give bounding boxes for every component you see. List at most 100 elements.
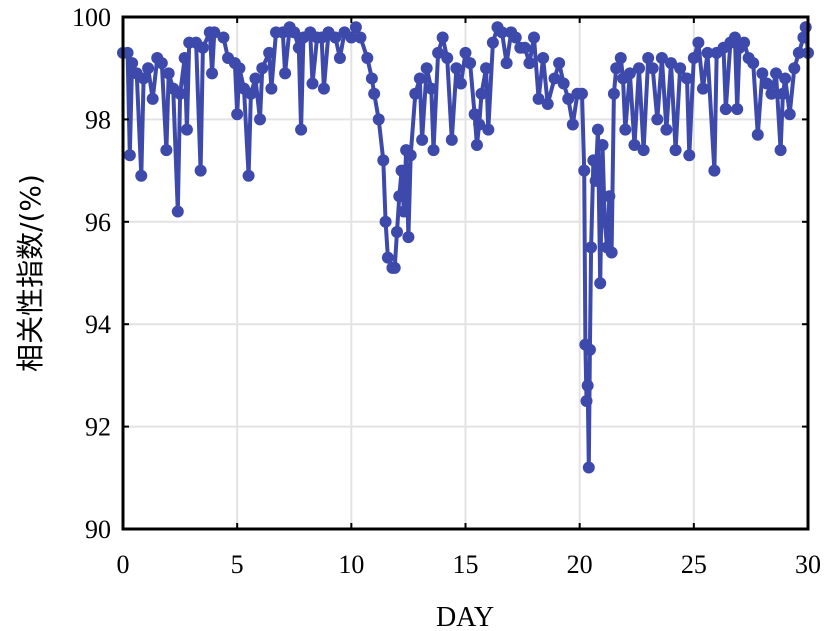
data-point bbox=[404, 149, 417, 162]
data-point bbox=[562, 92, 575, 105]
data-point bbox=[427, 144, 440, 157]
data-point bbox=[256, 62, 269, 75]
data-point bbox=[354, 31, 367, 44]
data-point bbox=[651, 113, 664, 126]
data-point bbox=[254, 113, 266, 126]
data-point bbox=[509, 31, 522, 44]
data-point bbox=[402, 231, 415, 244]
y-tick-label: 96 bbox=[85, 208, 111, 237]
data-point bbox=[628, 139, 641, 151]
data-point bbox=[633, 62, 646, 75]
data-point bbox=[537, 51, 550, 64]
data-point bbox=[361, 51, 374, 64]
x-tick-label: 5 bbox=[231, 550, 244, 579]
data-point bbox=[368, 87, 381, 100]
x-axis-label: DAY bbox=[436, 602, 494, 631]
data-point bbox=[450, 62, 463, 75]
data-point bbox=[783, 108, 796, 121]
data-point bbox=[500, 57, 513, 70]
data-point bbox=[473, 118, 486, 131]
data-point bbox=[614, 51, 627, 64]
data-point bbox=[788, 62, 801, 75]
x-tick-label: 0 bbox=[117, 550, 130, 579]
data-point bbox=[548, 72, 561, 85]
data-point bbox=[623, 67, 636, 80]
y-tick-label: 100 bbox=[72, 3, 111, 32]
data-point bbox=[774, 144, 787, 157]
data-point bbox=[598, 215, 611, 228]
data-point bbox=[557, 77, 570, 90]
data-point bbox=[292, 41, 305, 54]
data-point bbox=[738, 36, 751, 49]
data-point bbox=[792, 46, 805, 59]
data-point bbox=[379, 215, 392, 228]
data-point bbox=[388, 261, 401, 274]
data-point bbox=[578, 164, 591, 177]
data-point bbox=[696, 82, 709, 95]
data-point bbox=[174, 87, 187, 100]
series-line bbox=[123, 25, 810, 470]
data-point bbox=[674, 62, 687, 75]
data-point bbox=[244, 87, 257, 100]
data-point bbox=[541, 98, 554, 111]
data-point bbox=[486, 36, 499, 49]
data-point bbox=[594, 277, 607, 290]
x-tick-label: 10 bbox=[338, 550, 364, 579]
data-point bbox=[206, 67, 219, 80]
data-point bbox=[680, 72, 693, 85]
data-point bbox=[317, 82, 330, 95]
data-point bbox=[610, 62, 623, 75]
data-point bbox=[372, 113, 385, 126]
data-point bbox=[263, 46, 276, 59]
data-point bbox=[146, 92, 159, 105]
data-point bbox=[770, 67, 783, 80]
data-point bbox=[265, 82, 278, 95]
data-point bbox=[420, 62, 433, 75]
axis-ticks: 0 5 10 15 20 25 30 90 92 94 96 98 100 bbox=[72, 3, 821, 579]
data-point bbox=[135, 169, 148, 182]
data-point bbox=[587, 154, 600, 167]
data-point bbox=[701, 46, 714, 59]
data-point bbox=[607, 87, 620, 100]
data-point bbox=[646, 62, 659, 75]
data-point bbox=[178, 51, 191, 64]
data-point bbox=[397, 205, 410, 218]
data-point bbox=[333, 51, 346, 64]
x-tick-label: 25 bbox=[681, 550, 707, 579]
data-point bbox=[208, 26, 221, 39]
data-point bbox=[765, 87, 778, 100]
data-point bbox=[475, 87, 488, 100]
data-point bbox=[162, 67, 175, 80]
data-point bbox=[708, 164, 721, 177]
data-point bbox=[329, 31, 342, 44]
data-point bbox=[288, 26, 301, 39]
data-point bbox=[669, 144, 682, 157]
data-point bbox=[619, 123, 632, 136]
data-point bbox=[464, 57, 477, 70]
data-point bbox=[233, 62, 246, 75]
data-point bbox=[231, 108, 244, 121]
data-point bbox=[655, 51, 668, 64]
data-point bbox=[377, 154, 390, 167]
data-point bbox=[345, 31, 358, 44]
data-point bbox=[470, 139, 483, 151]
data-point bbox=[123, 149, 136, 162]
data-point bbox=[692, 36, 705, 49]
data-point bbox=[731, 103, 744, 116]
data-point bbox=[126, 57, 139, 70]
data-point bbox=[528, 31, 540, 44]
data-point bbox=[395, 164, 408, 177]
data-point bbox=[454, 77, 467, 90]
x-tick-label: 30 bbox=[795, 550, 821, 579]
y-tick-label: 90 bbox=[85, 515, 111, 544]
x-tick-label: 15 bbox=[453, 550, 479, 579]
data-point bbox=[581, 379, 594, 392]
x-tick-label: 20 bbox=[567, 550, 593, 579]
data-point bbox=[142, 62, 155, 75]
data-point bbox=[365, 72, 378, 85]
data-point bbox=[279, 67, 292, 80]
data-point bbox=[518, 41, 531, 54]
data-point bbox=[409, 87, 422, 100]
data-point bbox=[596, 139, 609, 151]
